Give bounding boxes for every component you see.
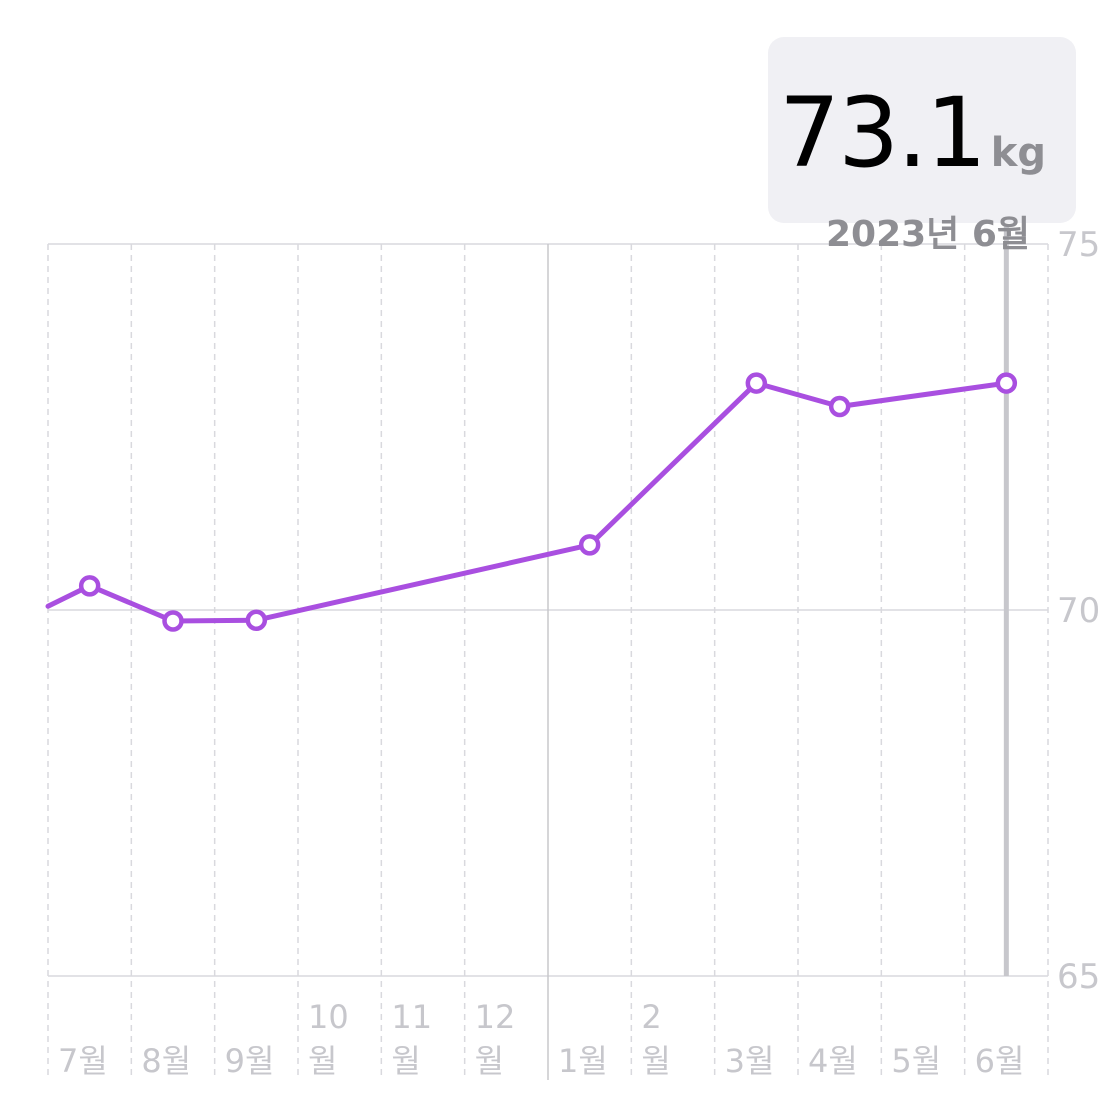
callout-date: 2023년 6월 <box>825 214 1030 255</box>
data-point[interactable] <box>828 395 851 418</box>
x-tick-label: 월 <box>475 1042 504 1080</box>
y-tick-label: 75 <box>1057 225 1100 265</box>
data-point[interactable] <box>78 575 101 597</box>
x-tick-label: 월 <box>641 1042 670 1080</box>
data-point[interactable] <box>745 372 768 394</box>
x-tick-label: 6월 <box>975 1042 1025 1080</box>
callout-value: 73.1 <box>779 77 987 189</box>
selected-value-callout: 73.1 kg 2023년 6월 <box>768 37 1076 255</box>
callout-value-row: 73.1 kg <box>768 85 1046 181</box>
chart-grid <box>47 243 1049 1080</box>
x-tick-label: 2 <box>641 998 661 1036</box>
x-tick-label: 12 <box>475 998 516 1036</box>
x-tick-label: 월 <box>391 1042 420 1080</box>
data-point[interactable] <box>995 372 1018 394</box>
x-tick-label: 10 <box>308 998 349 1036</box>
data-point[interactable] <box>245 609 268 631</box>
data-point[interactable] <box>162 610 184 632</box>
x-tick-label: 5월 <box>891 1042 941 1080</box>
y-axis-labels: 75 70 65 <box>1057 225 1100 997</box>
series-line <box>45 380 1009 624</box>
x-tick-label: 월 <box>308 1042 337 1080</box>
callout-unit: kg <box>990 130 1046 176</box>
y-tick-label: 65 <box>1057 957 1100 997</box>
y-tick-label: 70 <box>1057 591 1100 631</box>
x-tick-label: 4월 <box>808 1042 858 1080</box>
x-tick-label: 7월 <box>58 1042 108 1080</box>
x-tick-label: 11 <box>391 998 432 1036</box>
x-tick-label: 1월 <box>558 1042 608 1080</box>
data-point[interactable] <box>578 534 601 556</box>
x-tick-label: 9월 <box>225 1042 275 1080</box>
x-axis-labels: 7월 8월 9월 10 월 11 월 12 월 1월 2 월 3월 4월 5월 6월 <box>58 998 1024 1080</box>
weight-series[interactable] <box>45 372 1018 632</box>
x-tick-label: 8월 <box>141 1042 191 1080</box>
x-tick-label: 3월 <box>725 1042 775 1080</box>
